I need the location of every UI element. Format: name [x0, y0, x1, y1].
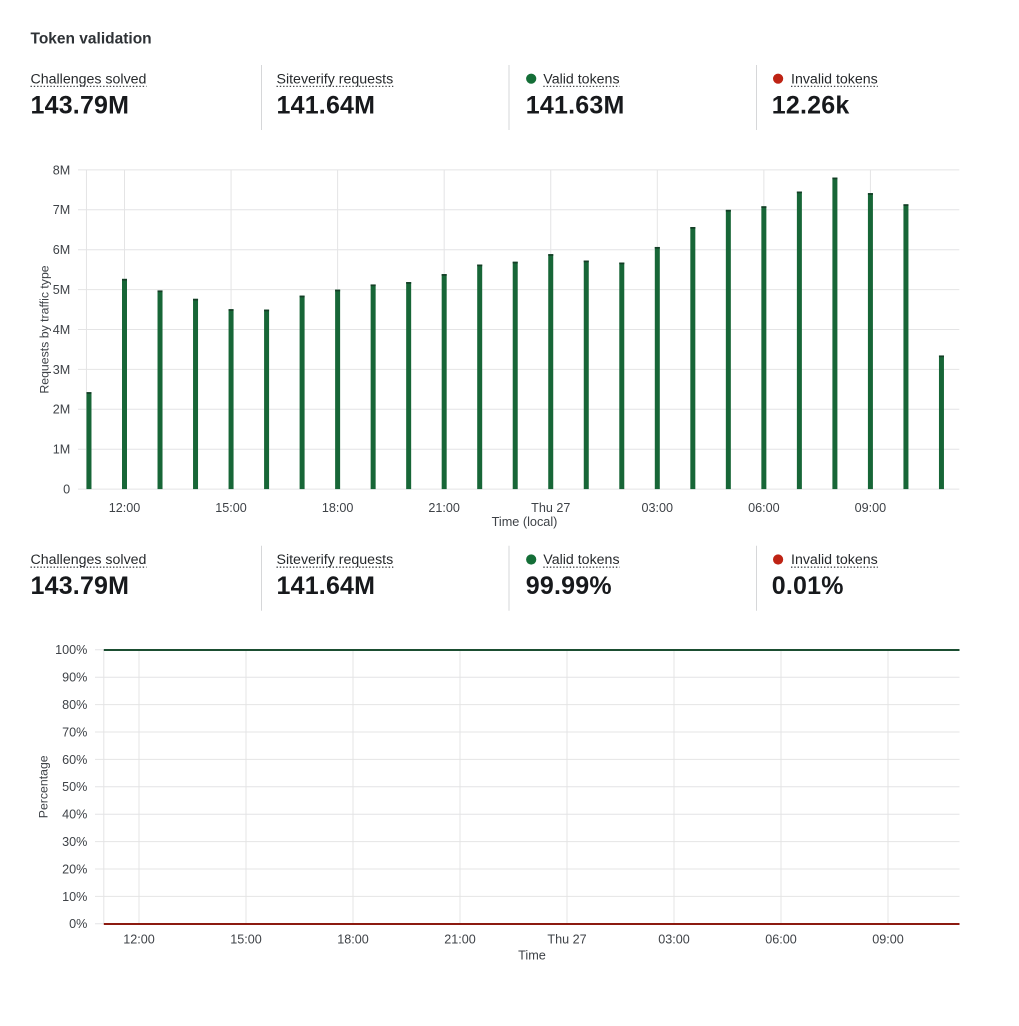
svg-text:141.64M: 141.64M [277, 572, 376, 600]
svg-text:2M: 2M [53, 403, 71, 417]
svg-text:03:00: 03:00 [642, 501, 674, 515]
svg-text:06:00: 06:00 [765, 932, 797, 946]
svg-text:18:00: 18:00 [322, 501, 354, 515]
svg-text:Token validation: Token validation [31, 30, 152, 47]
svg-text:1M: 1M [53, 443, 71, 457]
svg-text:Invalid tokens: Invalid tokens [791, 552, 878, 568]
svg-text:40%: 40% [62, 808, 87, 822]
svg-text:Requests by traffic type: Requests by traffic type [37, 265, 51, 393]
svg-text:12.26k: 12.26k [772, 92, 850, 120]
svg-text:09:00: 09:00 [872, 932, 904, 946]
svg-text:4M: 4M [53, 323, 71, 337]
svg-text:Thu 27: Thu 27 [547, 932, 586, 946]
svg-text:Challenges solved: Challenges solved [31, 552, 147, 568]
svg-text:8M: 8M [53, 163, 71, 177]
svg-text:80%: 80% [62, 698, 87, 712]
svg-text:Time: Time [518, 949, 546, 963]
svg-text:141.63M: 141.63M [526, 92, 625, 120]
svg-text:Siteverify requests: Siteverify requests [277, 552, 394, 568]
svg-text:50%: 50% [62, 780, 87, 794]
svg-text:Challenges solved: Challenges solved [31, 71, 147, 87]
svg-text:20%: 20% [62, 862, 87, 876]
svg-text:Valid tokens: Valid tokens [543, 552, 619, 568]
svg-text:143.79M: 143.79M [31, 92, 130, 120]
svg-text:12:00: 12:00 [123, 932, 155, 946]
svg-text:10%: 10% [62, 890, 87, 904]
svg-text:99.99%: 99.99% [526, 572, 612, 600]
svg-text:143.79M: 143.79M [31, 572, 130, 600]
svg-text:0: 0 [63, 483, 70, 497]
svg-text:06:00: 06:00 [748, 501, 780, 515]
svg-text:70%: 70% [62, 725, 87, 739]
svg-text:141.64M: 141.64M [277, 92, 376, 120]
svg-text:0.01%: 0.01% [772, 572, 844, 600]
svg-text:90%: 90% [62, 671, 87, 685]
svg-text:0%: 0% [69, 917, 87, 931]
svg-text:3M: 3M [53, 363, 71, 377]
svg-text:Percentage: Percentage [37, 755, 51, 818]
svg-text:60%: 60% [62, 753, 87, 767]
svg-text:5M: 5M [53, 283, 71, 297]
svg-text:30%: 30% [62, 835, 87, 849]
svg-text:100%: 100% [55, 643, 87, 657]
svg-text:12:00: 12:00 [109, 501, 141, 515]
svg-text:Invalid tokens: Invalid tokens [791, 71, 878, 87]
svg-text:18:00: 18:00 [337, 932, 369, 946]
svg-text:7M: 7M [53, 203, 71, 217]
svg-text:Valid tokens: Valid tokens [543, 71, 619, 87]
svg-text:6M: 6M [53, 243, 71, 257]
svg-text:Thu 27: Thu 27 [531, 501, 570, 515]
svg-text:15:00: 15:00 [215, 501, 247, 515]
svg-text:21:00: 21:00 [428, 501, 460, 515]
svg-text:Siteverify requests: Siteverify requests [277, 71, 394, 87]
svg-text:15:00: 15:00 [230, 932, 262, 946]
svg-text:21:00: 21:00 [444, 932, 476, 946]
svg-text:03:00: 03:00 [658, 932, 690, 946]
svg-text:09:00: 09:00 [855, 501, 887, 515]
svg-text:Time (local): Time (local) [492, 515, 558, 529]
